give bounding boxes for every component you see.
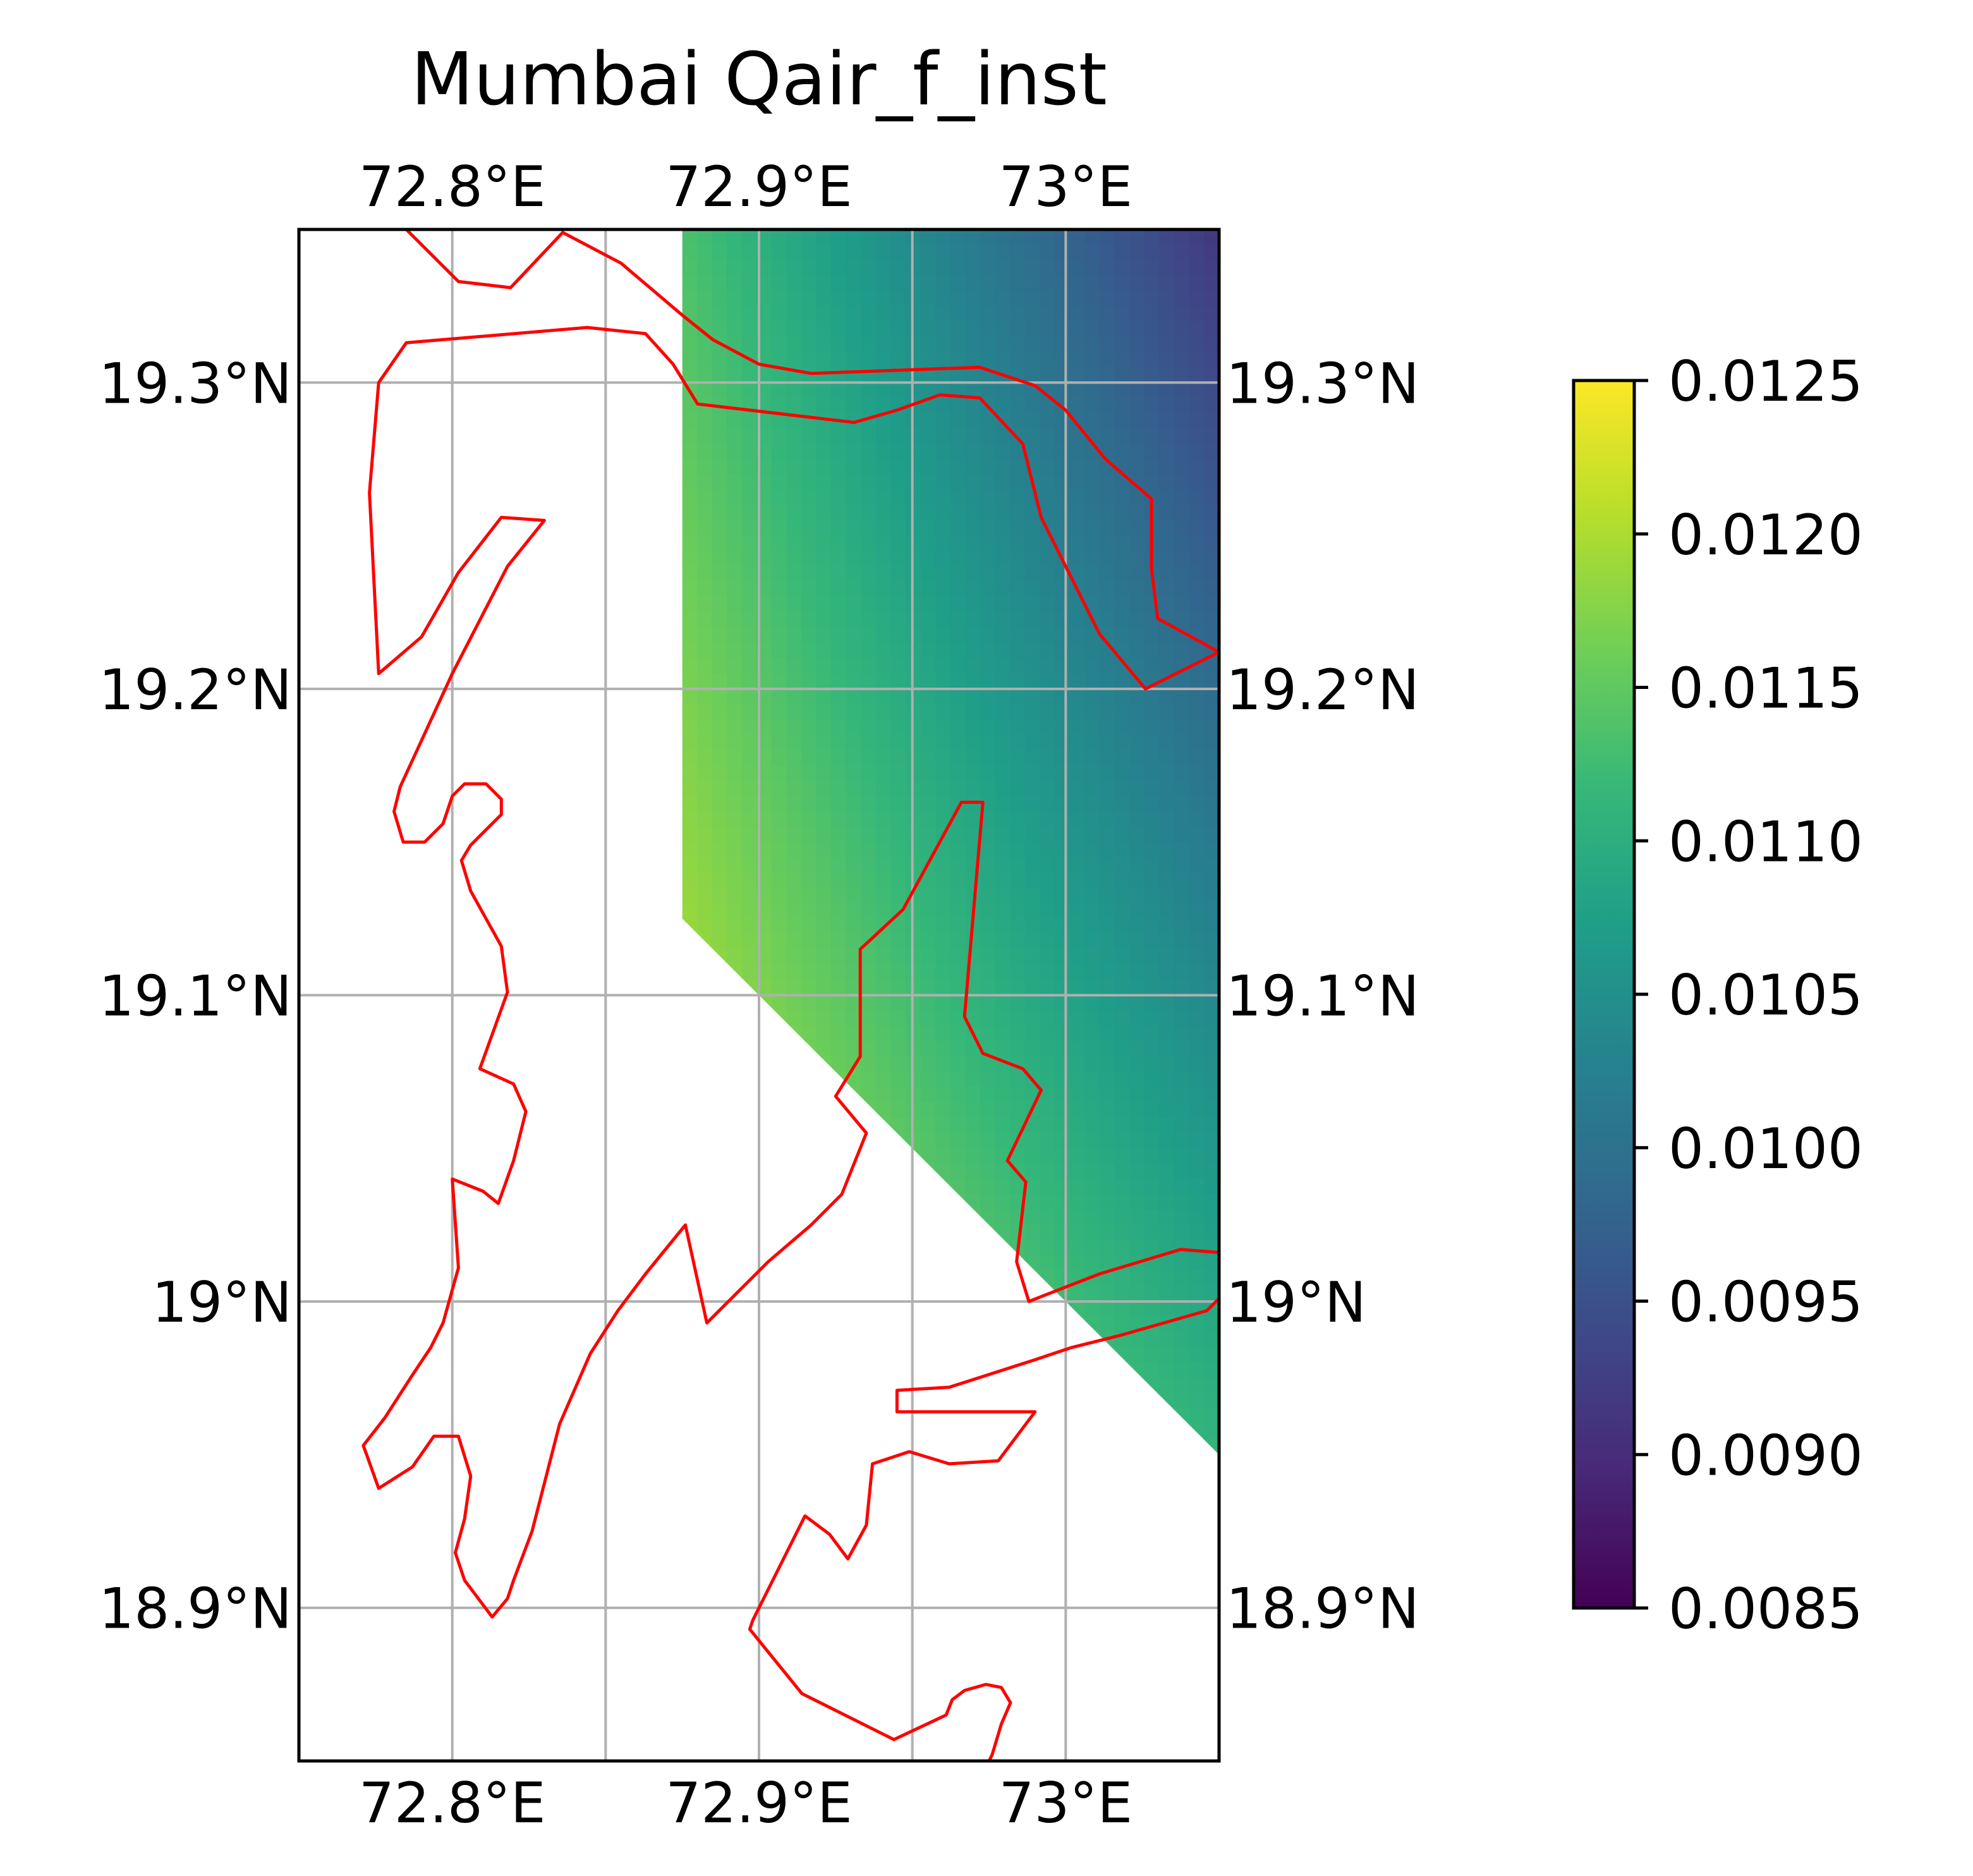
lon-labels-bottom: 72.8°E 72.9°E 73°E: [359, 1770, 1132, 1836]
colorbar-tick-label: 0.0100: [1668, 1116, 1863, 1181]
lat-tick-label: 19°N: [152, 1270, 292, 1335]
lat-labels-left: 19.3°N 19.2°N 19.1°N 19°N 18.9°N: [99, 351, 292, 1641]
colorbar-tick-label: 0.0095: [1668, 1270, 1863, 1335]
lat-tick-label: 19.2°N: [99, 657, 292, 722]
colorbar-gradient: [1572, 379, 1636, 1610]
lon-labels-top: 72.8°E 72.9°E 73°E: [359, 154, 1132, 219]
lon-tick-label: 73°E: [999, 1770, 1133, 1836]
coastline: [748, 1297, 1219, 1761]
colorbar-ticks: 0.0125 0.0120 0.0115 0.0110 0.0105 0.0100 0.00…: [1634, 349, 1863, 1642]
lat-tick-label: 19.1°N: [99, 964, 292, 1029]
lon-tick-label: 73°E: [999, 154, 1133, 219]
map-frame: [297, 228, 1221, 1763]
colorbar-tick-label: 0.0120: [1668, 502, 1863, 568]
lat-tick-label: 19.3°N: [1226, 351, 1419, 416]
colorbar-tick-label: 0.0125: [1668, 349, 1863, 414]
lat-tick-label: 19.1°N: [1226, 964, 1419, 1029]
lat-tick-label: 18.9°N: [1226, 1576, 1419, 1642]
lat-tick-label: 19.2°N: [1226, 657, 1419, 722]
coastline: [361, 229, 1219, 1619]
colorbar-tick-label: 0.0105: [1668, 963, 1863, 1028]
lat-tick-label: 19°N: [1226, 1270, 1366, 1335]
lon-tick-label: 72.9°E: [665, 1770, 853, 1836]
lat-labels-right: 19.3°N 19.2°N 19.1°N 19°N 18.9°N: [1226, 351, 1419, 1641]
map-title: Mumbai Qair_f_inst: [411, 37, 1107, 122]
colorbar: 0.0125 0.0120 0.0115 0.0110 0.0105 0.0100 0.00…: [1572, 349, 1863, 1642]
lat-tick-label: 19.3°N: [99, 351, 292, 416]
colorbar-tick-label: 0.0110: [1668, 809, 1863, 874]
coastlines: [361, 229, 1219, 1761]
lat-tick-label: 18.9°N: [99, 1576, 292, 1642]
lon-tick-label: 72.8°E: [359, 154, 546, 219]
lon-tick-label: 72.9°E: [665, 154, 853, 219]
colorbar-tick-label: 0.0115: [1668, 656, 1863, 721]
lon-tick-label: 72.8°E: [359, 1770, 546, 1836]
colorbar-tick-label: 0.0085: [1668, 1576, 1863, 1642]
colorbar-tick-label: 0.0090: [1668, 1423, 1863, 1488]
